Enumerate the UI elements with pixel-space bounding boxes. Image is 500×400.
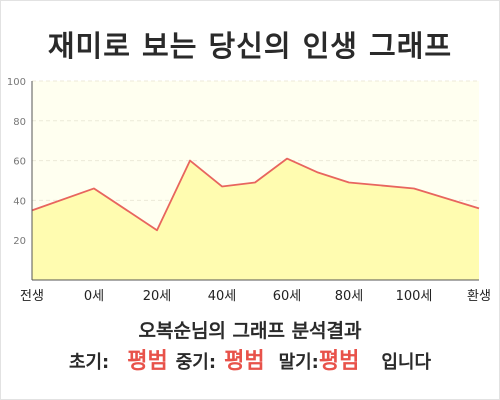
y-tick-label-80: 80 — [13, 117, 26, 128]
result-ending: 입니다 — [381, 352, 432, 373]
data-point-1 — [93, 187, 95, 189]
y-tick-label-60: 60 — [13, 157, 26, 168]
y-tick-label-20: 20 — [13, 236, 26, 247]
late-value: 평범 — [318, 349, 360, 374]
data-point-5 — [254, 181, 256, 183]
data-point-3 — [189, 160, 191, 162]
early-value: 평범 — [127, 349, 168, 374]
x-tick-label-2: 20세 — [143, 289, 172, 304]
middle-label: 중기: — [175, 352, 217, 373]
analysis-result: 초기: 평범 중기: 평범 말기:평범 입니다 — [0, 344, 500, 380]
middle-value: 평범 — [224, 349, 265, 374]
series-area — [32, 158, 479, 280]
x-tick-label-4: 60세 — [273, 289, 302, 304]
x-tick-label-5: 80세 — [335, 289, 364, 304]
x-tick-label-0: 전생 — [20, 289, 44, 304]
x-tick-label-6: 100세 — [396, 289, 433, 304]
x-tick-label-7: 환생 — [467, 289, 491, 304]
data-point-2 — [156, 229, 158, 231]
x-tick-label-1: 0세 — [84, 289, 104, 304]
data-point-8 — [348, 181, 350, 183]
analysis-title: 오복순님의 그래프 분석결과 — [138, 320, 362, 342]
data-point-9 — [413, 187, 415, 189]
data-point-4 — [221, 185, 223, 187]
series-line — [31, 157, 480, 232]
late-label: 말기: — [278, 352, 319, 373]
y-tick-label-40: 40 — [13, 196, 26, 207]
data-point-10 — [478, 207, 480, 209]
data-point-7 — [317, 172, 319, 174]
page-title: 재미로 보는 당신의 인생 그래프 — [47, 29, 453, 63]
early-label: 초기: — [68, 352, 110, 373]
data-point-6 — [286, 158, 288, 160]
y-tick-label-100: 100 — [7, 77, 26, 88]
x-tick-label-3: 40세 — [208, 289, 237, 304]
